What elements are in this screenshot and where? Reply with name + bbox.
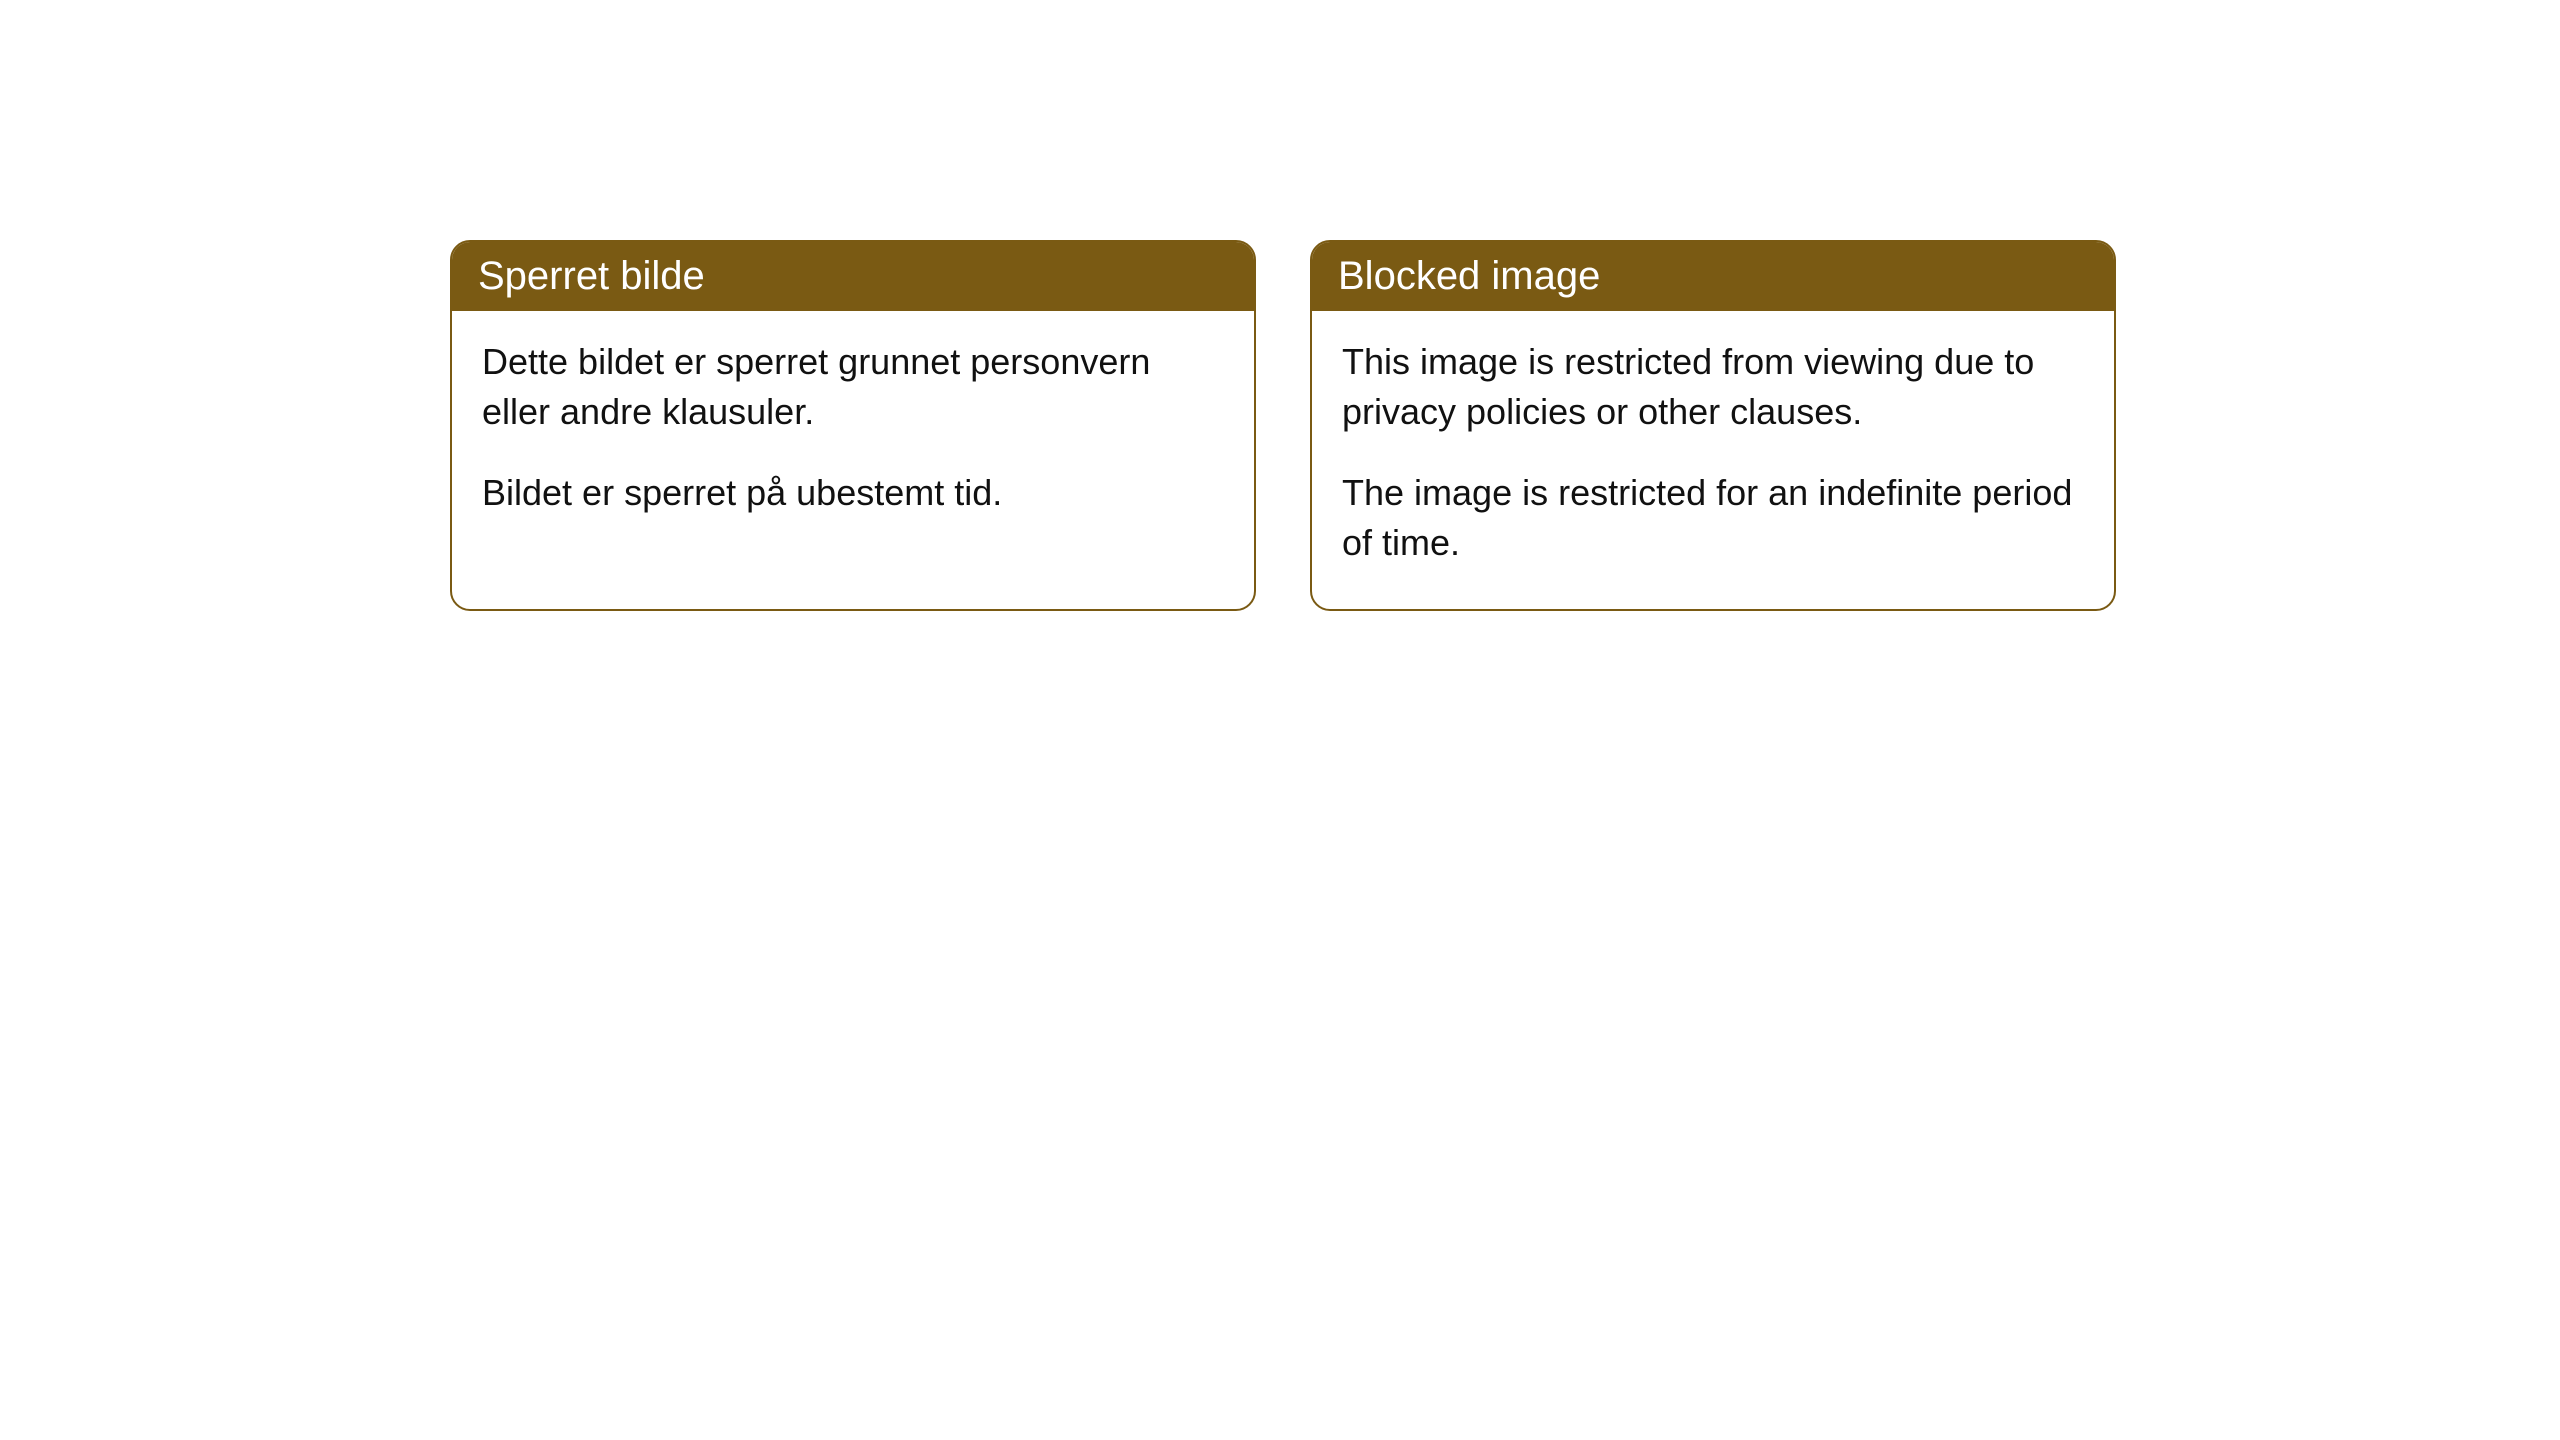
notice-card-english: Blocked image This image is restricted f… bbox=[1310, 240, 2116, 611]
card-title: Sperret bilde bbox=[478, 254, 705, 298]
card-body: This image is restricted from viewing du… bbox=[1312, 311, 2114, 609]
card-title: Blocked image bbox=[1338, 254, 1600, 298]
card-paragraph: The image is restricted for an indefinit… bbox=[1342, 468, 2084, 569]
card-body: Dette bildet er sperret grunnet personve… bbox=[452, 311, 1254, 558]
card-paragraph: This image is restricted from viewing du… bbox=[1342, 337, 2084, 438]
card-paragraph: Bildet er sperret på ubestemt tid. bbox=[482, 468, 1224, 518]
card-paragraph: Dette bildet er sperret grunnet personve… bbox=[482, 337, 1224, 438]
card-header: Blocked image bbox=[1312, 242, 2114, 311]
card-header: Sperret bilde bbox=[452, 242, 1254, 311]
notice-card-norwegian: Sperret bilde Dette bildet er sperret gr… bbox=[450, 240, 1256, 611]
notice-cards-container: Sperret bilde Dette bildet er sperret gr… bbox=[450, 240, 2116, 611]
